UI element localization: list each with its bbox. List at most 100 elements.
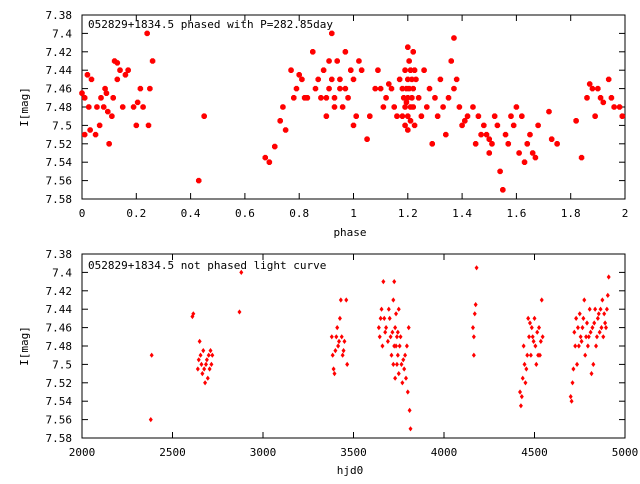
data-point-top bbox=[573, 118, 579, 124]
data-point-top bbox=[137, 85, 144, 92]
data-point-bottom bbox=[403, 375, 408, 381]
data-point-top bbox=[201, 113, 207, 119]
data-point-top bbox=[296, 72, 302, 78]
data-point-bottom bbox=[390, 329, 395, 335]
data-point-bottom bbox=[471, 352, 476, 358]
data-point-top bbox=[595, 85, 601, 92]
data-point-bottom bbox=[148, 417, 153, 423]
data-point-top bbox=[405, 76, 411, 83]
data-point-top bbox=[437, 76, 444, 83]
data-point-bottom bbox=[393, 325, 398, 331]
y-tick-label-bottom: 7.44 bbox=[46, 303, 73, 316]
data-point-top bbox=[478, 131, 484, 138]
data-point-top bbox=[415, 95, 422, 101]
data-point-top bbox=[149, 58, 156, 64]
data-point-bottom bbox=[378, 315, 383, 321]
data-point-top bbox=[399, 85, 406, 92]
data-point-bottom bbox=[537, 325, 542, 331]
data-point-bottom bbox=[394, 343, 399, 349]
x-tick-label-bottom: 3500 bbox=[340, 446, 367, 459]
data-point-top bbox=[114, 60, 121, 66]
data-point-bottom bbox=[384, 325, 389, 331]
data-point-top bbox=[600, 99, 607, 106]
data-point-bottom bbox=[602, 311, 607, 317]
data-point-bottom bbox=[237, 309, 242, 315]
data-point-bottom bbox=[588, 329, 593, 335]
data-point-bottom bbox=[376, 325, 381, 331]
data-point-bottom bbox=[520, 375, 525, 381]
data-point-bottom bbox=[195, 366, 200, 372]
data-point-top bbox=[388, 85, 395, 92]
data-point-bottom bbox=[401, 357, 406, 363]
data-point-top bbox=[280, 104, 286, 110]
data-point-bottom bbox=[581, 315, 586, 321]
data-point-top bbox=[494, 122, 501, 129]
data-point-top bbox=[519, 113, 525, 119]
data-point-bottom bbox=[341, 348, 346, 354]
data-point-top bbox=[424, 104, 430, 110]
data-point-bottom bbox=[519, 394, 524, 400]
data-point-bottom bbox=[579, 338, 584, 344]
data-point-bottom bbox=[598, 306, 603, 312]
data-point-top bbox=[394, 113, 400, 119]
data-point-bottom bbox=[404, 343, 409, 349]
data-point-top bbox=[380, 104, 387, 110]
y-tick-label-bottom: 7.48 bbox=[46, 340, 73, 353]
data-point-bottom bbox=[394, 311, 399, 317]
data-point-top bbox=[326, 85, 332, 92]
data-point-bottom bbox=[210, 352, 215, 358]
data-point-bottom bbox=[569, 398, 574, 404]
data-point-bottom bbox=[589, 371, 594, 377]
data-point-top bbox=[434, 113, 441, 119]
data-point-bottom bbox=[385, 338, 390, 344]
data-point-top bbox=[445, 95, 452, 101]
data-point-bottom bbox=[379, 306, 384, 312]
data-point-bottom bbox=[396, 306, 401, 312]
data-point-top bbox=[529, 150, 536, 156]
data-point-top bbox=[592, 113, 598, 119]
data-point-top bbox=[407, 67, 414, 73]
data-point-top bbox=[114, 76, 121, 83]
x-tick-label-top: 0.6 bbox=[235, 207, 255, 220]
data-point-bottom bbox=[604, 306, 609, 312]
data-point-top bbox=[345, 95, 351, 101]
data-point-bottom bbox=[394, 334, 399, 340]
data-point-bottom bbox=[149, 352, 154, 358]
data-point-bottom bbox=[528, 352, 533, 358]
data-point-bottom bbox=[199, 361, 204, 367]
data-point-top bbox=[432, 95, 438, 101]
data-point-top bbox=[448, 58, 455, 64]
data-point-top bbox=[502, 131, 509, 138]
data-point-top bbox=[605, 76, 612, 83]
data-point-bottom bbox=[601, 334, 606, 340]
y-tick-label-top: 7.42 bbox=[46, 46, 73, 59]
x-tick-label-top: 1 bbox=[350, 207, 357, 220]
x-tick-label-top: 1.6 bbox=[506, 207, 526, 220]
data-point-top bbox=[110, 95, 116, 101]
data-point-top bbox=[383, 95, 389, 101]
data-point-bottom bbox=[532, 315, 537, 321]
data-point-bottom bbox=[571, 366, 576, 372]
y-tick-label-top: 7.54 bbox=[46, 156, 73, 169]
data-point-top bbox=[421, 67, 427, 73]
data-point-top bbox=[481, 122, 487, 129]
data-point-bottom bbox=[595, 315, 600, 321]
data-point-bottom bbox=[203, 380, 208, 386]
data-point-top bbox=[364, 136, 370, 142]
data-point-top bbox=[350, 122, 357, 129]
data-point-bottom bbox=[407, 407, 412, 413]
data-point-top bbox=[486, 136, 493, 142]
data-point-top bbox=[81, 131, 88, 138]
y-tick-label-top: 7.38 bbox=[46, 9, 73, 22]
data-point-bottom bbox=[583, 352, 588, 358]
plot-frame-bottom bbox=[81, 253, 626, 439]
data-point-top bbox=[399, 113, 406, 119]
data-point-top bbox=[407, 118, 414, 124]
x-tick-label-top: 1.8 bbox=[561, 207, 581, 220]
x-tick-label-top: 1.4 bbox=[452, 207, 472, 220]
data-point-top bbox=[611, 104, 617, 110]
data-point-top bbox=[331, 104, 338, 110]
data-point-bottom bbox=[518, 403, 523, 409]
data-point-bottom bbox=[408, 426, 413, 432]
data-point-top bbox=[405, 44, 411, 50]
